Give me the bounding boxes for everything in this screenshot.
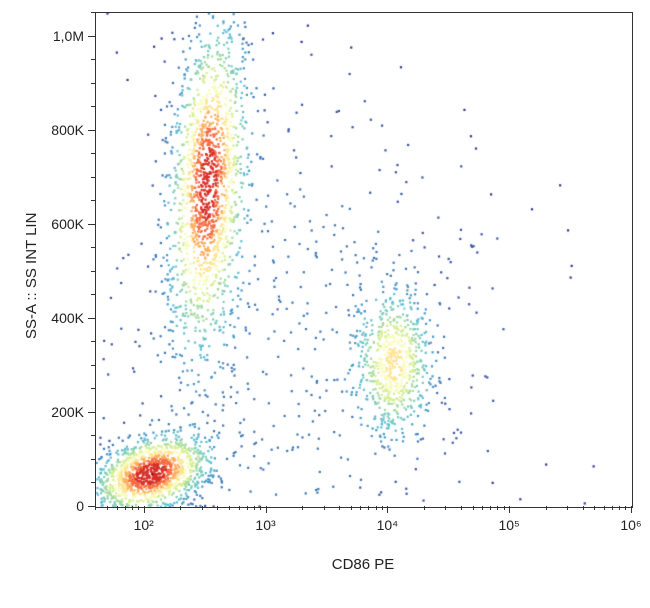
x-tick-label: 10² — [119, 517, 169, 533]
y-tick-mark — [88, 130, 95, 131]
x-minor-tick — [254, 506, 255, 510]
x-minor-tick — [132, 506, 133, 510]
x-minor-tick — [473, 506, 474, 510]
x-axis-title: CD86 PE — [95, 556, 631, 573]
x-minor-tick — [625, 506, 626, 510]
x-minor-tick — [202, 506, 203, 510]
x-tick-label: 10⁶ — [606, 517, 650, 533]
x-minor-tick — [424, 506, 425, 510]
x-minor-tick — [382, 506, 383, 510]
y-tick-mark — [88, 318, 95, 319]
x-minor-tick — [107, 506, 108, 510]
x-minor-tick — [504, 506, 505, 510]
density-canvas — [96, 13, 632, 507]
x-minor-tick — [247, 506, 248, 510]
y-minor-tick — [91, 247, 95, 248]
x-tick-mark — [509, 506, 510, 513]
x-tick-mark — [387, 506, 388, 513]
x-tick-label: 10⁵ — [484, 517, 534, 533]
x-minor-tick — [360, 506, 361, 510]
x-minor-tick — [368, 506, 369, 510]
y-minor-tick — [91, 459, 95, 460]
x-minor-tick — [594, 506, 595, 510]
y-minor-tick — [91, 153, 95, 154]
y-minor-tick — [91, 83, 95, 84]
x-minor-tick — [351, 506, 352, 510]
x-minor-tick — [260, 506, 261, 510]
y-minor-tick — [91, 106, 95, 107]
x-minor-tick — [339, 506, 340, 510]
x-minor-tick — [604, 506, 605, 510]
x-minor-tick — [302, 506, 303, 510]
y-tick-mark — [88, 36, 95, 37]
x-tick-mark — [266, 506, 267, 513]
y-tick-label: 0 — [76, 498, 84, 514]
y-minor-tick — [91, 388, 95, 389]
y-minor-tick — [91, 271, 95, 272]
x-tick-label: 10³ — [241, 517, 291, 533]
y-minor-tick — [91, 59, 95, 60]
x-minor-tick — [482, 506, 483, 510]
x-minor-tick — [376, 506, 377, 510]
y-minor-tick — [91, 294, 95, 295]
y-tick-label: 200K — [51, 404, 84, 420]
y-tick-label: 1,0M — [53, 28, 84, 44]
x-minor-tick — [229, 506, 230, 510]
y-tick-label: 600K — [51, 216, 84, 232]
x-minor-tick — [324, 506, 325, 510]
y-tick-mark — [88, 412, 95, 413]
x-minor-tick — [567, 506, 568, 510]
x-minor-tick — [619, 506, 620, 510]
x-tick-label: 10⁴ — [362, 517, 412, 533]
y-minor-tick — [91, 341, 95, 342]
x-minor-tick — [180, 506, 181, 510]
y-minor-tick — [91, 12, 95, 13]
x-minor-tick — [95, 506, 96, 510]
x-minor-tick — [612, 506, 613, 510]
y-tick-mark — [88, 224, 95, 225]
x-minor-tick — [583, 506, 584, 510]
y-minor-tick — [91, 177, 95, 178]
y-minor-tick — [91, 482, 95, 483]
x-minor-tick — [461, 506, 462, 510]
x-minor-tick — [217, 506, 218, 510]
y-minor-tick — [91, 200, 95, 201]
x-tick-mark — [631, 506, 632, 513]
x-minor-tick — [445, 506, 446, 510]
y-minor-tick — [91, 435, 95, 436]
y-axis-title: SS-A :: SS INT LIN — [23, 213, 40, 339]
x-minor-tick — [138, 506, 139, 510]
x-minor-tick — [117, 506, 118, 510]
x-minor-tick — [125, 506, 126, 510]
x-minor-tick — [490, 506, 491, 510]
flow-cytometry-scatter: SS-A :: SS INT LIN CD86 PE 0 200K 400K 600K… — [0, 0, 650, 608]
x-tick-mark — [144, 506, 145, 513]
x-minor-tick — [239, 506, 240, 510]
plot-area — [95, 12, 633, 508]
x-minor-tick — [546, 506, 547, 510]
y-minor-tick — [91, 365, 95, 366]
y-tick-label: 400K — [51, 310, 84, 326]
y-tick-mark — [88, 506, 95, 507]
y-tick-label: 800K — [51, 122, 84, 138]
x-minor-tick — [497, 506, 498, 510]
